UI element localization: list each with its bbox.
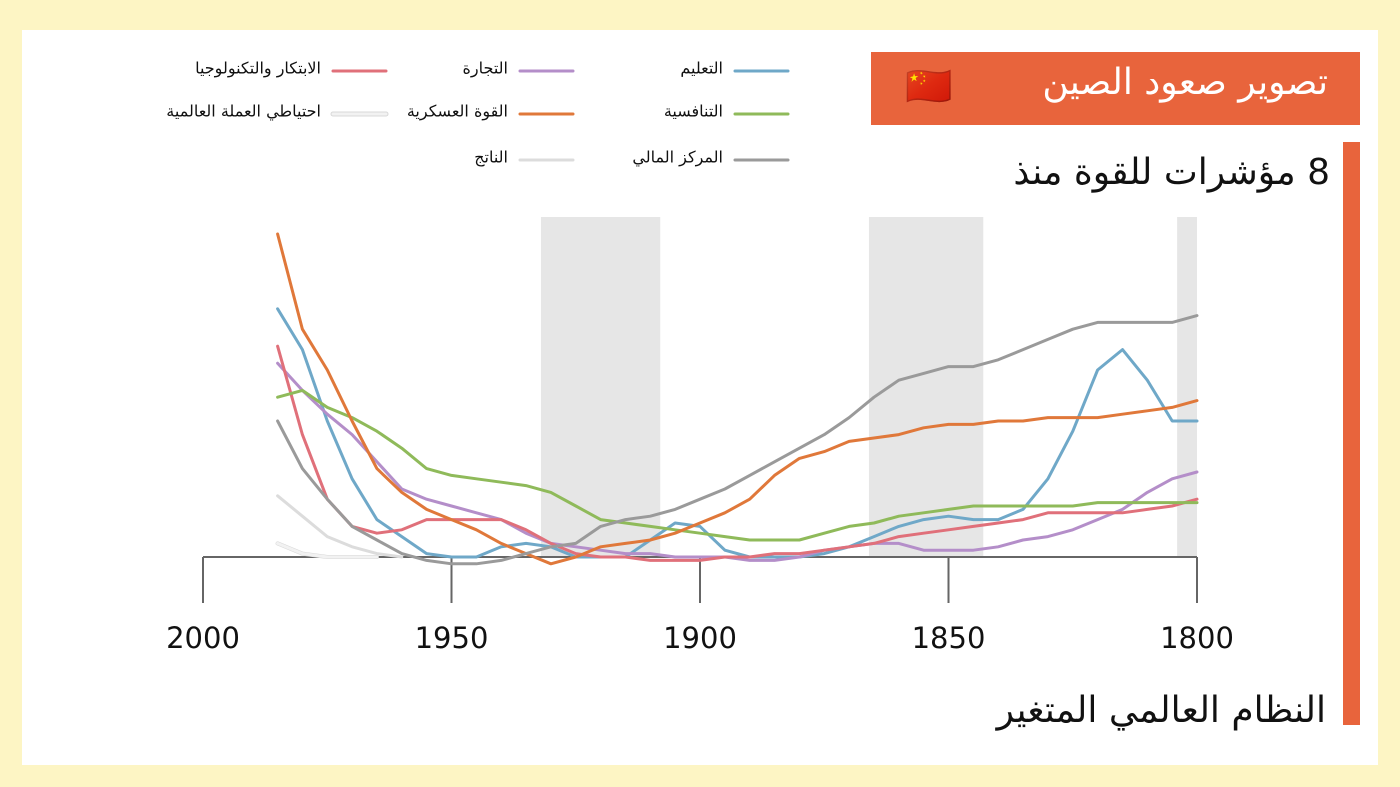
panel <box>22 30 1378 765</box>
legend-label: التعليم <box>680 59 723 78</box>
legend-label: احتياطي العملة العالمية <box>166 102 321 122</box>
series-line <box>276 494 404 559</box>
legend-label: التجارة <box>463 59 508 79</box>
legend-label: الابتكار والتكنولوجيا <box>195 59 321 79</box>
series-line <box>276 314 1199 566</box>
chart-title: تصوير صعود الصين <box>1042 62 1328 103</box>
caption: النظام العالمي المتغير <box>996 690 1326 731</box>
series-line <box>276 541 379 559</box>
x-tick-label: 1800 <box>1160 621 1234 655</box>
x-tick-label: 2000 <box>166 621 240 655</box>
series-line <box>276 361 1199 562</box>
x-tick-label: 1900 <box>663 621 737 655</box>
subtitle: 8 مؤشرات للقوة منذ <box>1013 152 1330 193</box>
legend-label: القوة العسكرية <box>407 102 508 122</box>
title-box <box>871 52 1360 125</box>
shaded-period <box>1177 217 1197 557</box>
shaded-period <box>540 217 661 557</box>
series-line <box>276 344 1199 562</box>
legend-label: المركز المالي <box>632 148 723 168</box>
accent-bar <box>1343 142 1360 725</box>
legend-label: الناتج <box>474 148 508 167</box>
x-tick-label: 1850 <box>912 621 986 655</box>
series-line <box>276 307 1199 559</box>
series-line <box>276 232 1199 566</box>
series-line <box>276 388 1199 542</box>
x-tick-label: 1950 <box>415 621 489 655</box>
legend-label: التنافسية <box>664 102 723 121</box>
flag: 🇨🇳 <box>905 64 953 108</box>
